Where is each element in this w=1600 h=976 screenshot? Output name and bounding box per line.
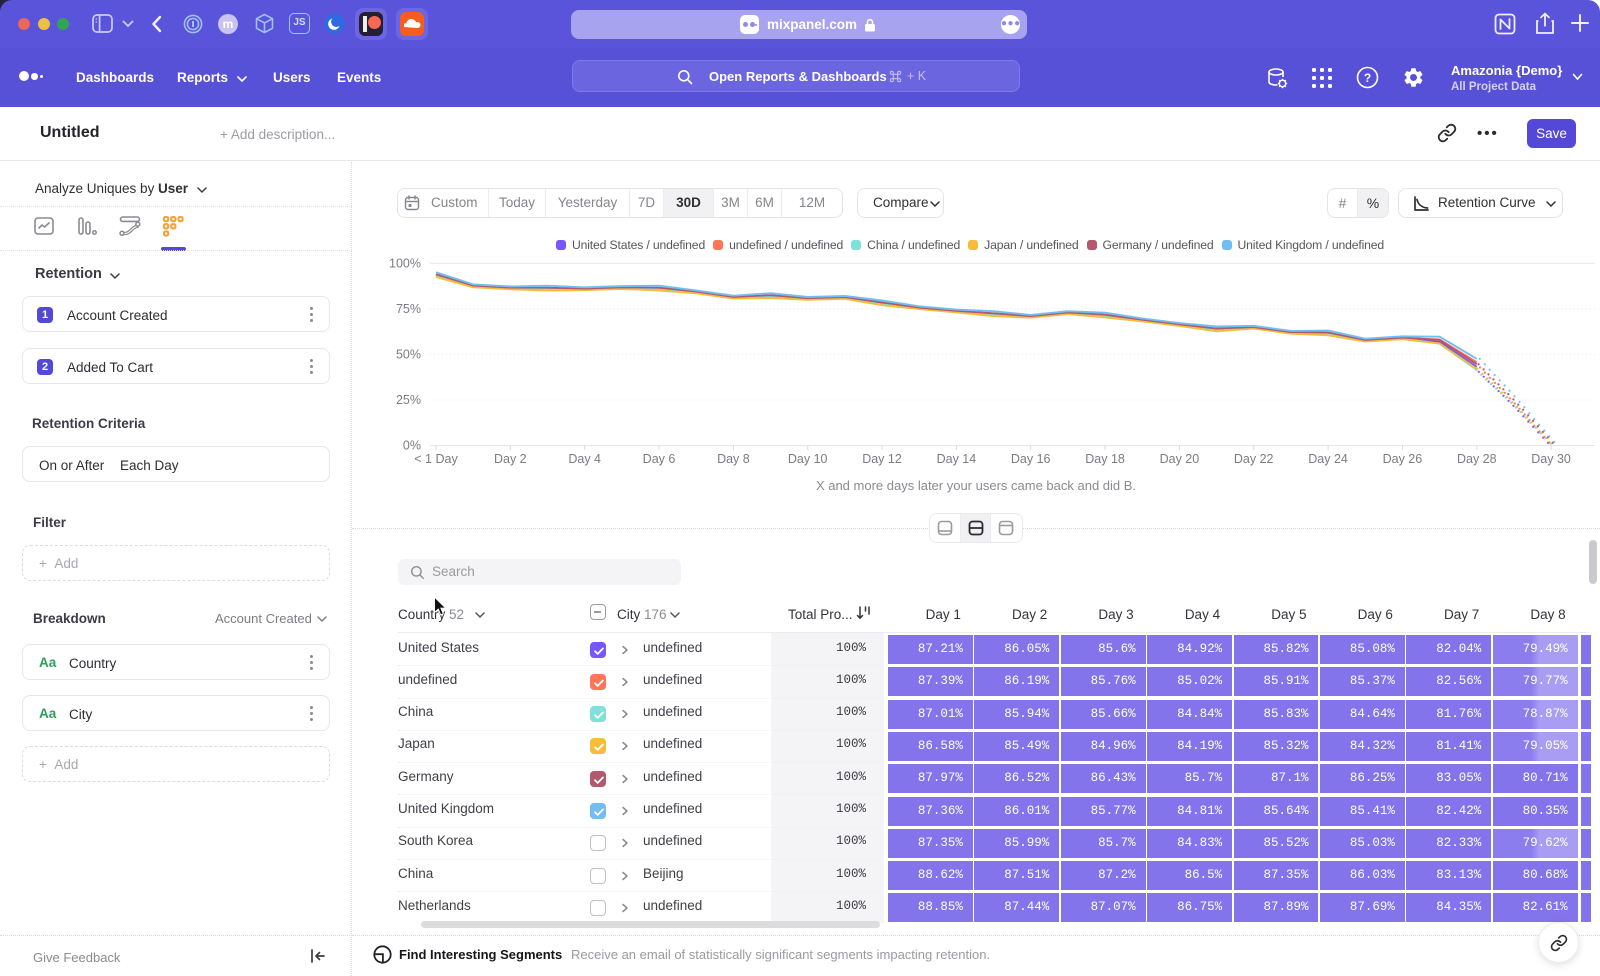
svg-text:Day 26: Day 26 (1383, 452, 1423, 466)
svg-text:Day 10: Day 10 (788, 452, 828, 466)
svg-text:Day 4: Day 4 (568, 452, 601, 466)
svg-text:Day 18: Day 18 (1085, 452, 1125, 466)
svg-text:75%: 75% (396, 302, 421, 316)
svg-text:50%: 50% (396, 347, 421, 361)
svg-text:?: ? (1364, 71, 1371, 85)
svg-text:25%: 25% (396, 393, 421, 407)
svg-text:< 1 Day: < 1 Day (414, 452, 458, 466)
svg-text:Day 12: Day 12 (862, 452, 902, 466)
svg-text:Day 24: Day 24 (1308, 452, 1348, 466)
svg-text:Day 8: Day 8 (717, 452, 750, 466)
svg-text:Day 22: Day 22 (1234, 452, 1274, 466)
svg-text:100%: 100% (389, 256, 421, 270)
svg-text:0%: 0% (403, 439, 421, 453)
svg-text:Day 28: Day 28 (1457, 452, 1497, 466)
svg-text:Day 6: Day 6 (643, 452, 676, 466)
svg-text:Day 16: Day 16 (1011, 452, 1051, 466)
svg-text:Day 2: Day 2 (494, 452, 527, 466)
svg-text:Day 30: Day 30 (1531, 452, 1571, 466)
svg-text:Day 14: Day 14 (937, 452, 977, 466)
svg-text:Day 20: Day 20 (1160, 452, 1200, 466)
